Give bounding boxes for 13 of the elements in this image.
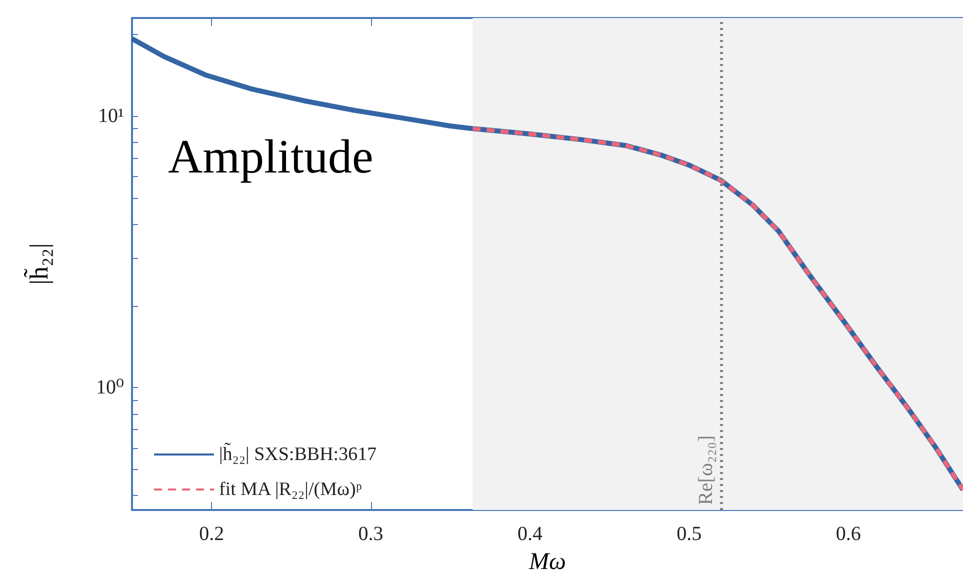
x-tick-label: 0.6 [836, 523, 861, 545]
annotation: Amplitude [168, 130, 374, 184]
x-axis-title: Mω [528, 549, 566, 575]
legend-label: fit MA |R₂₂|/(Mω)ᵖ [219, 479, 362, 500]
x-tick-label: 0.5 [676, 523, 702, 545]
y-tick-label: 10⁰ [96, 376, 124, 399]
y-tick-label: 10¹ [98, 105, 124, 128]
x-tick-label: 0.2 [199, 523, 224, 545]
x-tick-label: 0.3 [358, 523, 384, 545]
x-tick-label: 0.4 [517, 523, 542, 545]
ref-line-label: Re[ω₂₂₀] [695, 435, 718, 505]
legend-label: |h̃₂₂| SXS:BBH:3617 [219, 442, 377, 465]
y-axis-title: |h̃₂₂| [23, 243, 54, 285]
